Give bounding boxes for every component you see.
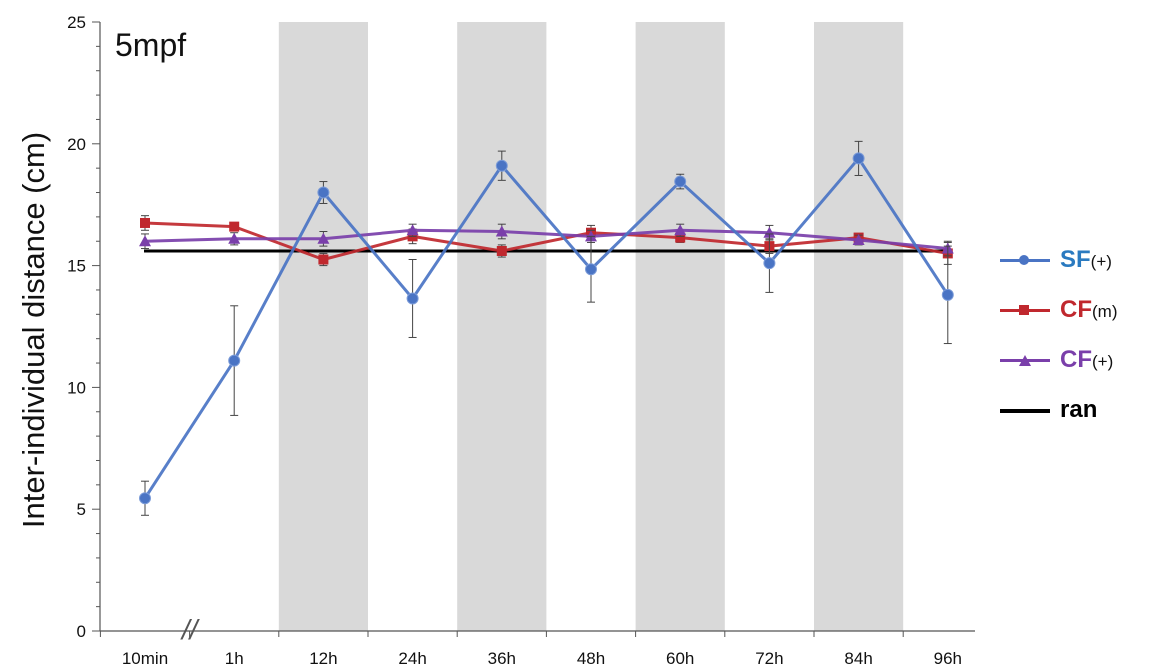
y-tick-label: 0 xyxy=(77,622,86,641)
x-tick-label: 60h xyxy=(666,649,694,668)
data-point xyxy=(495,159,508,172)
x-tick-label: 36h xyxy=(488,649,516,668)
legend-swatch xyxy=(1000,350,1050,370)
y-axis-label: Inter-individual distance (cm) xyxy=(16,132,51,528)
x-tick-label: 12h xyxy=(309,649,337,668)
legend-label: SF xyxy=(1060,246,1091,273)
data-point xyxy=(496,245,507,256)
y-tick-label: 5 xyxy=(77,500,86,519)
legend-label: CF xyxy=(1060,346,1092,373)
legend-entry: CF(m) xyxy=(1000,285,1150,335)
data-point xyxy=(674,224,687,236)
series xyxy=(139,140,954,516)
series-line xyxy=(144,228,948,251)
series-cf-+ xyxy=(139,223,954,257)
legend-marker xyxy=(1019,355,1031,366)
legend-marker xyxy=(1019,305,1029,315)
data-point xyxy=(674,175,687,188)
shaded-period-1 xyxy=(278,22,368,631)
data-point xyxy=(318,254,329,265)
legend-label-suffix: (+) xyxy=(1090,252,1112,271)
shaded-period-2 xyxy=(457,22,547,631)
y-tick-label: 25 xyxy=(67,13,86,32)
data-point xyxy=(228,232,241,244)
y-tick-label: 10 xyxy=(67,378,86,397)
shaded-period-4 xyxy=(814,22,904,631)
series-sf-+ xyxy=(139,140,954,516)
shaded-periods xyxy=(278,22,904,631)
data-point xyxy=(139,492,151,505)
x-tick-label: 24h xyxy=(398,649,426,668)
legend-label-suffix: (m) xyxy=(1092,302,1118,321)
data-point xyxy=(228,354,241,367)
x-tick-label: 72h xyxy=(755,649,783,668)
x-tick-label: 96h xyxy=(934,649,962,668)
data-point xyxy=(139,235,151,247)
legend-label-suffix: (+) xyxy=(1092,352,1114,371)
data-point xyxy=(317,232,330,244)
legend-entry: SF(+) xyxy=(1000,235,1150,285)
legend-label: CF xyxy=(1060,296,1092,323)
x-tick-label: 1h xyxy=(225,649,244,668)
data-point xyxy=(495,225,508,237)
data-point xyxy=(852,234,865,246)
legend-swatch xyxy=(1000,400,1050,420)
data-point xyxy=(406,292,419,305)
data-point xyxy=(852,152,865,165)
x-tick-label: 10min xyxy=(122,649,168,668)
x-tick-label: 48h xyxy=(577,649,605,668)
data-point xyxy=(317,186,330,199)
legend: SF(+) CF(m) CF(+) ran xyxy=(1000,235,1150,435)
x-tick-label: 84h xyxy=(844,649,872,668)
data-point xyxy=(406,224,419,236)
y-tick-label: 15 xyxy=(67,257,86,276)
legend-text: CF(m) xyxy=(1060,296,1117,324)
legend-text: ran xyxy=(1060,396,1097,424)
panel-label: 5mpf xyxy=(115,27,186,63)
series-line xyxy=(144,221,949,262)
y-tick-label: 20 xyxy=(67,135,86,154)
axis-break-marker: // xyxy=(180,614,201,645)
legend-text: CF(+) xyxy=(1060,346,1113,374)
data-point xyxy=(585,263,597,276)
legend-entry: ran xyxy=(1000,385,1150,435)
legend-text: SF(+) xyxy=(1060,246,1112,274)
data-point xyxy=(140,217,150,228)
legend-swatch xyxy=(1000,300,1050,320)
data-point xyxy=(763,257,776,270)
legend-entry: CF(+) xyxy=(1000,335,1150,385)
legend-swatch xyxy=(1000,250,1050,270)
series-line xyxy=(143,156,950,500)
shaded-period-3 xyxy=(635,22,725,631)
data-point xyxy=(941,288,954,301)
data-point xyxy=(229,221,240,232)
legend-label: ran xyxy=(1060,396,1098,423)
data-point xyxy=(675,232,686,243)
data-point xyxy=(763,226,776,238)
axes: 0 5 10 15 20 25 10min 1h 12h 24h 36h 48h 60h 72h 84h 96… xyxy=(67,13,975,668)
legend-line xyxy=(1000,409,1050,413)
legend-marker xyxy=(1019,255,1029,265)
